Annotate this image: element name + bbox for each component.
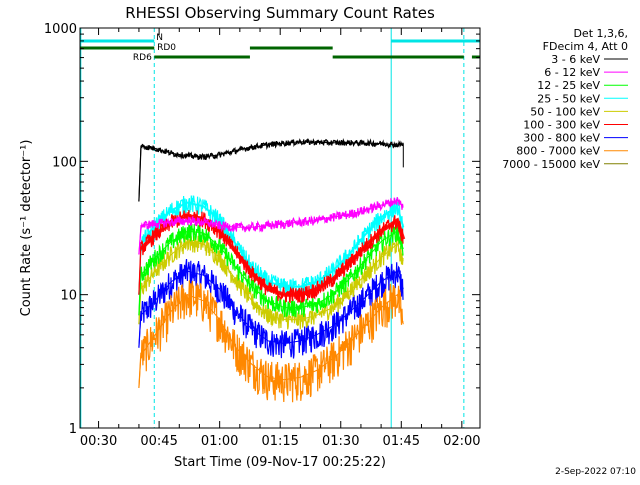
series-50-100-kev [138,234,404,330]
series-12-25-kev [138,222,404,318]
legend-header-line: Det 1,3,6, [573,27,628,40]
x-tick-label: 01:00 [201,434,238,449]
x-axis-label: Start Time (09-Nov-17 00:25:22) [174,455,386,470]
legend-entry-label: 25 - 50 keV [537,92,600,105]
series-band [140,201,405,288]
legend-entry-label: 800 - 7000 keV [516,145,600,158]
series-3-6-kev [138,137,404,202]
legend-entry-label: 3 - 6 keV [551,53,600,66]
series-baseline [138,141,404,202]
legend-header-line: FDecim 4, Att 0 [543,40,628,53]
series-trace [138,222,404,318]
legend-entry-label: 50 - 100 keV [530,105,600,118]
x-tick-label: 00:30 [80,434,117,449]
series-800-7000-kev [138,280,404,403]
chart-title: RHESSI Observing Summary Count Rates [125,4,435,22]
series-trace [138,280,404,403]
x-tick-label: 01:15 [261,434,298,449]
series-trace [138,137,404,202]
y-tick-label: 100 [52,155,77,170]
y-tick-label: 1000 [44,22,77,37]
y-tick-label: 1 [69,422,77,437]
series-trace [138,196,404,255]
x-tick-label: 00:45 [140,434,177,449]
flag-label-rd6: RD6 [133,53,152,63]
flag-label-n: N [156,33,163,43]
legend-entry-label: 300 - 800 keV [523,132,600,145]
y-axis-label: Count Rate (s⁻¹ detector⁻¹) [19,140,34,317]
y-tick-label: 10 [60,289,77,304]
x-tick-label: 01:30 [322,434,359,449]
x-tick-label: 02:00 [443,434,480,449]
legend-entry-label: 6 - 12 keV [544,66,600,79]
series-6-12-kev [138,196,404,255]
legend-entry-label: 100 - 300 keV [523,119,600,132]
flag-label-rd0: RD0 [157,43,176,53]
footer-timestamp: 2-Sep-2022 07:10 [555,467,636,477]
legend-entry-label: 12 - 25 keV [537,79,600,92]
x-tick-label: 01:45 [383,434,420,449]
legend-entry-label: 7000 - 15000 keV [502,158,600,171]
series-trace [138,258,404,359]
series-band [139,213,406,297]
series-300-800-kev [138,258,404,359]
series-trace [138,234,404,330]
